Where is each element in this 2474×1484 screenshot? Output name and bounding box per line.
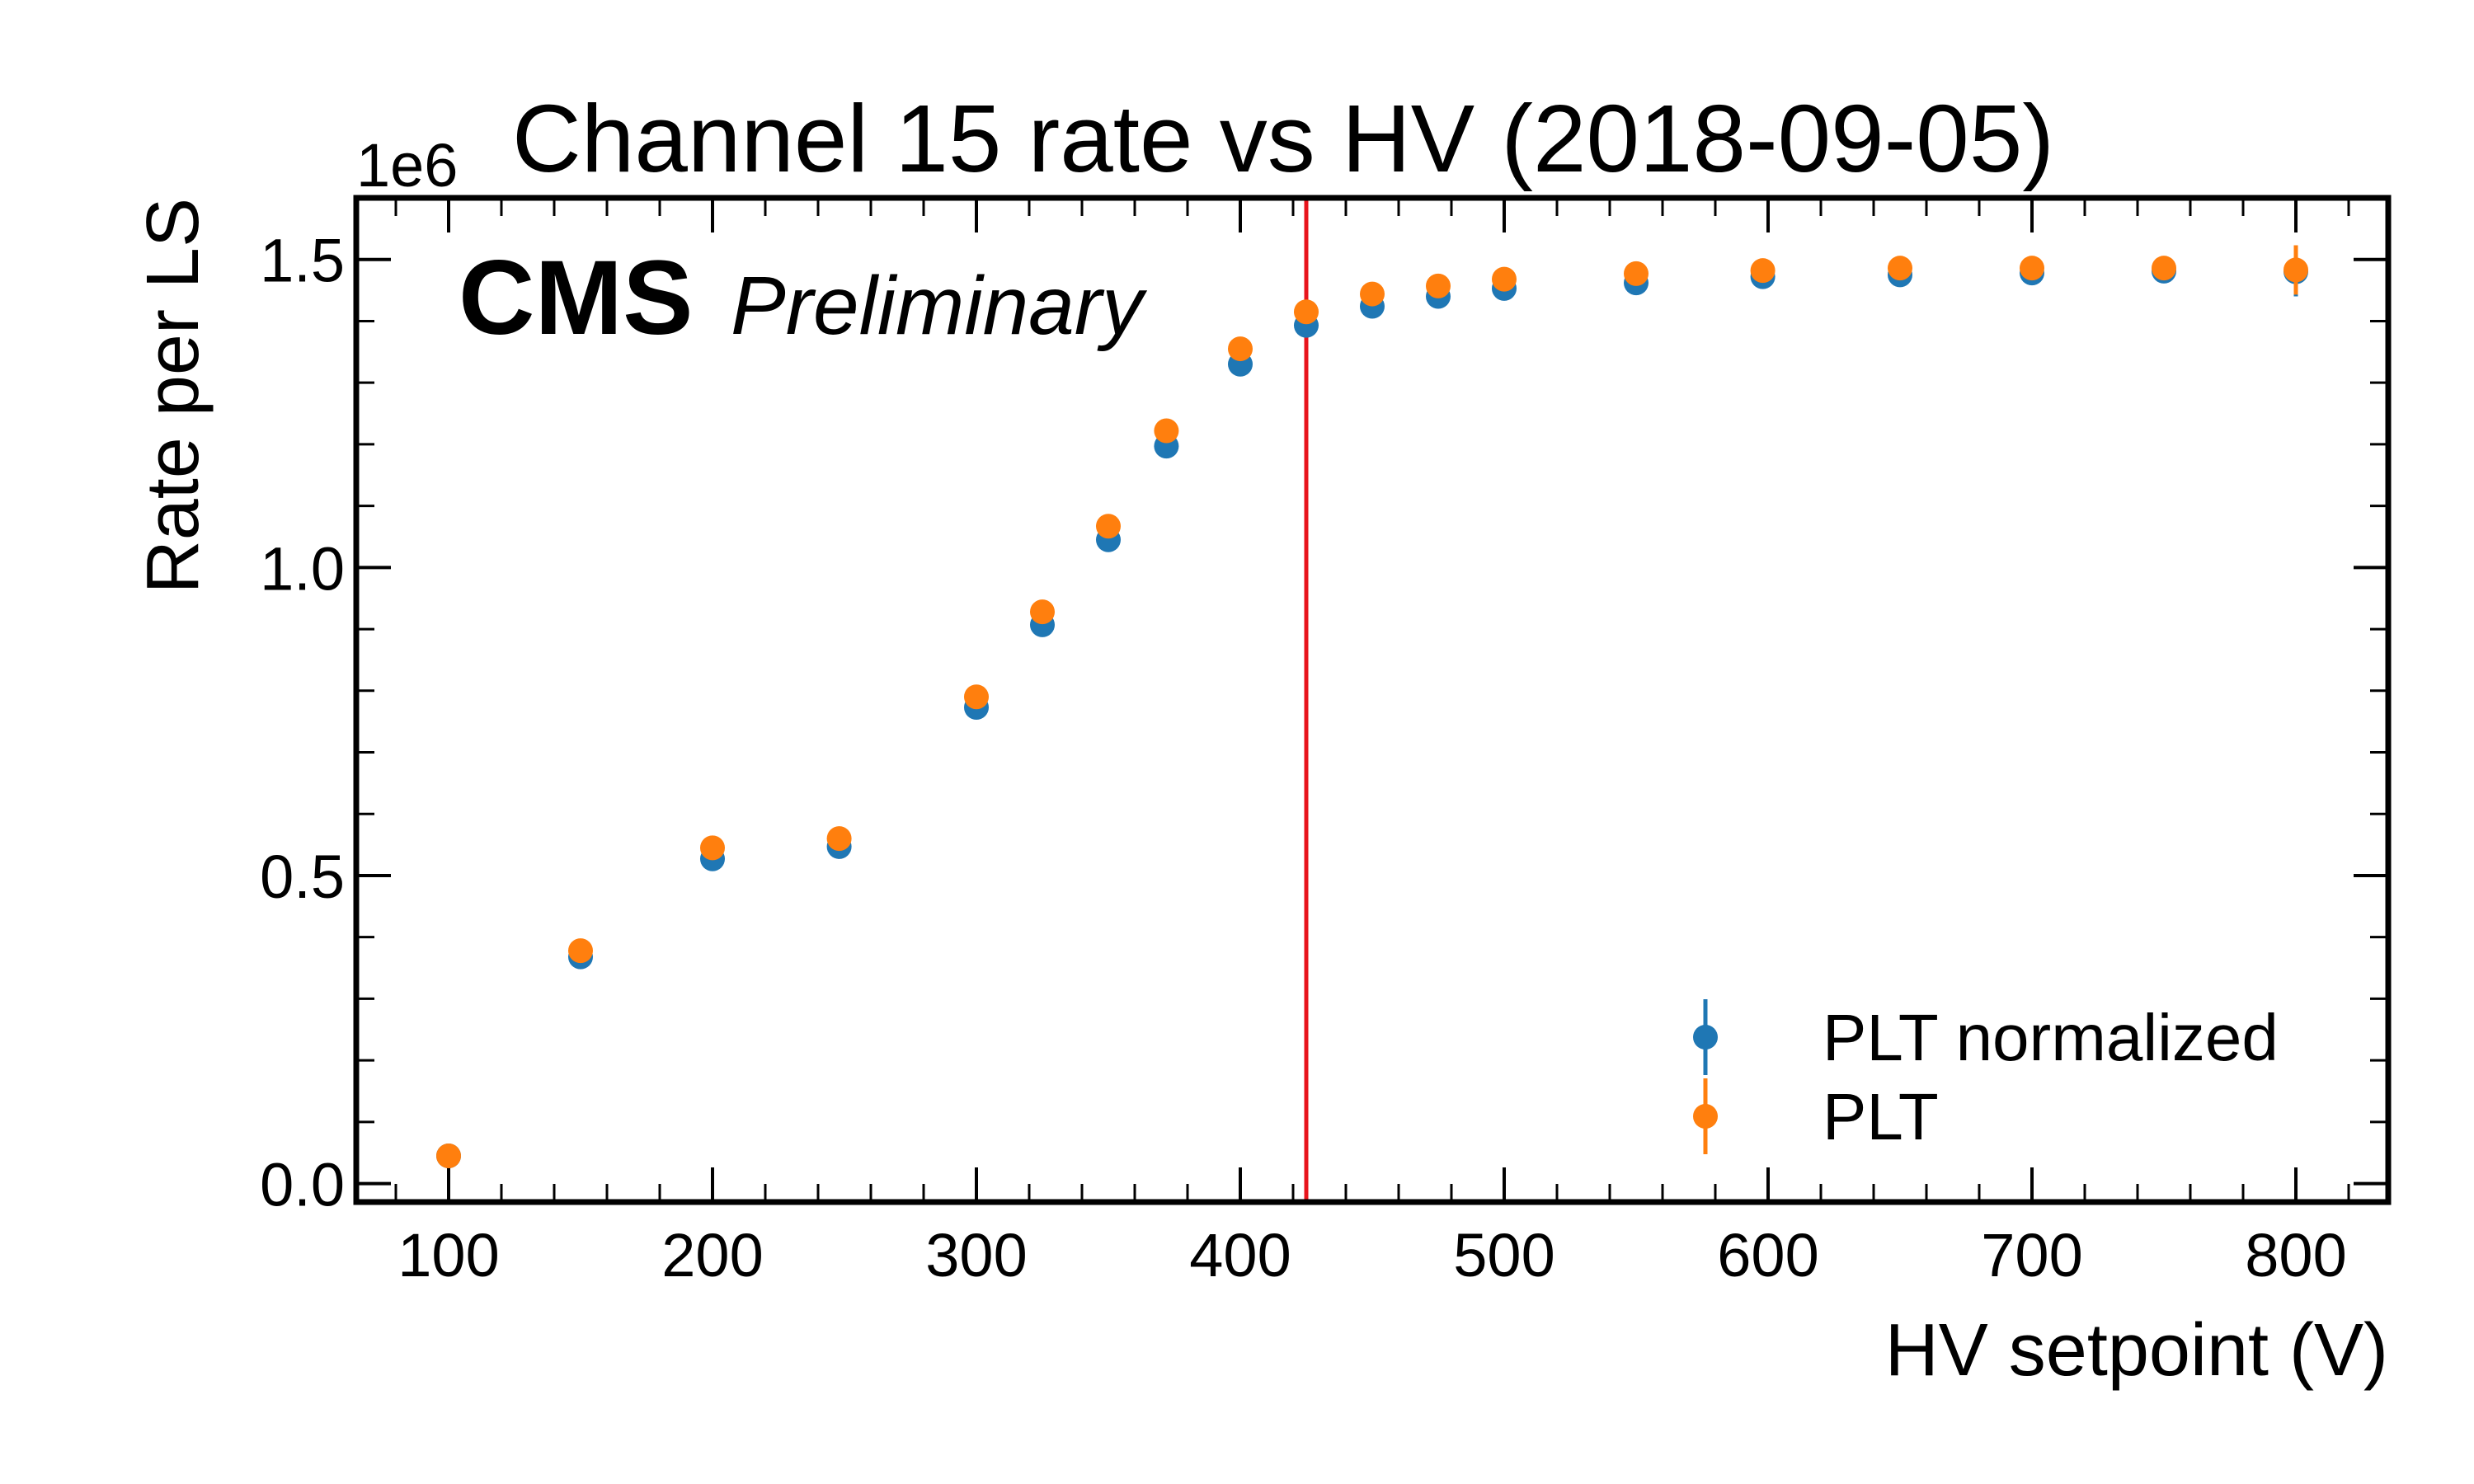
data-point <box>1154 418 1179 444</box>
data-point <box>1294 299 1319 325</box>
x-tick-label: 600 <box>1717 1221 1818 1289</box>
data-point <box>1750 258 1776 284</box>
plot-frame <box>353 195 2392 1205</box>
cms-label: CMS <box>459 239 693 357</box>
data-point <box>1492 266 1517 292</box>
x-tick-label: 300 <box>925 1221 1027 1289</box>
data-point <box>2152 256 2176 281</box>
y-tick-label: 1.5 <box>260 227 345 295</box>
data-point <box>1228 336 1253 362</box>
legend-marker-plt-normalized <box>1693 999 1718 1075</box>
x-tick-label: 100 <box>397 1221 499 1289</box>
y-tick-label: 0.0 <box>260 1151 345 1219</box>
data-point <box>700 835 725 861</box>
x-tick-label: 500 <box>1453 1221 1554 1289</box>
data-points <box>436 245 2308 1168</box>
data-point <box>2020 256 2044 281</box>
y-tick-label: 1.0 <box>260 534 345 603</box>
legend: PLT normalized PLT <box>1693 999 2279 1154</box>
x-tick-label: 700 <box>1981 1221 2082 1289</box>
preliminary-label: Preliminary <box>731 260 1148 352</box>
data-point <box>1888 256 1912 281</box>
data-point <box>1096 514 1121 539</box>
x-axis-label: HV setpoint (V) <box>1885 1309 2388 1392</box>
legend-label-plt-normalized: PLT normalized <box>1823 1001 2279 1074</box>
y-axis-label: Rate per LS <box>132 198 214 594</box>
y-axis-multiplier: 1e6 <box>356 131 458 200</box>
data-point <box>436 1143 461 1168</box>
data-point <box>1426 273 1451 298</box>
plot-area <box>353 195 2392 1205</box>
axis-ticks <box>356 198 2388 1202</box>
data-point <box>826 826 852 852</box>
legend-label-plt: PLT <box>1823 1080 1939 1153</box>
data-point <box>1360 281 1385 307</box>
data-point <box>1030 599 1055 625</box>
y-tick-label: 0.5 <box>260 843 345 911</box>
chart-title: Channel 15 rate vs HV (2018-09-05) <box>512 85 2054 192</box>
x-tick-label: 800 <box>2245 1221 2346 1289</box>
series-plt <box>436 245 2308 1168</box>
data-point <box>964 684 989 710</box>
data-point <box>1624 261 1649 286</box>
x-tick-label: 200 <box>661 1221 763 1289</box>
tick-labels: 100 200 300 400 500 600 700 800 0.0 0.5 1.0 1.5 <box>260 227 2347 1289</box>
data-point <box>568 938 593 964</box>
data-point <box>2284 257 2308 283</box>
x-tick-label: 400 <box>1189 1221 1291 1289</box>
legend-marker-plt <box>1693 1078 1718 1154</box>
